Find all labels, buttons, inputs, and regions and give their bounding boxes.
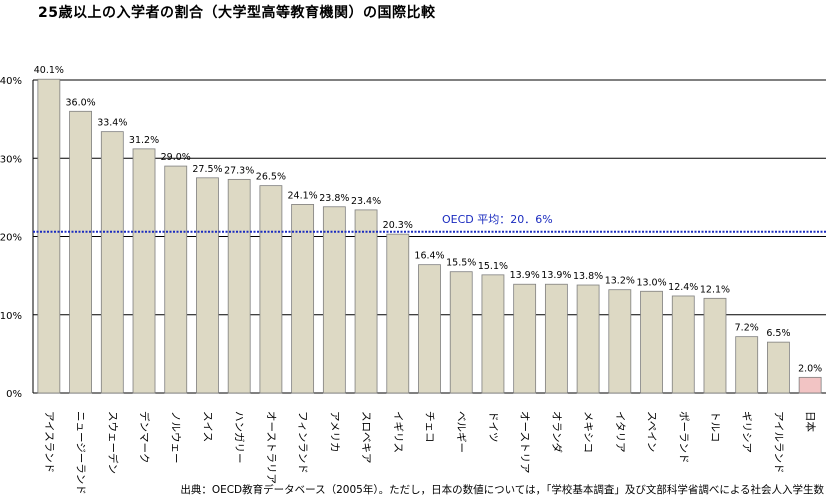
x-tick-label: フィンランド bbox=[297, 411, 309, 474]
y-tick-label: 10% bbox=[0, 311, 22, 322]
x-tick-label: ニュージーランド bbox=[75, 411, 87, 495]
data-label: 6.5% bbox=[766, 328, 790, 339]
bar bbox=[671, 295, 695, 394]
data-label: 15.1% bbox=[478, 261, 508, 272]
data-label: 29.0% bbox=[161, 152, 191, 163]
bar bbox=[196, 177, 219, 394]
bar bbox=[481, 274, 505, 394]
data-label: 13.0% bbox=[636, 277, 666, 288]
y-tick-label: 0% bbox=[6, 389, 22, 400]
bar bbox=[132, 148, 156, 394]
x-tick-label: アイスランド bbox=[43, 411, 55, 473]
bar bbox=[767, 341, 790, 394]
data-label: 33.4% bbox=[97, 118, 127, 129]
x-tick-label: トルコ bbox=[709, 411, 721, 442]
data-label: 20.3% bbox=[383, 220, 413, 231]
bar bbox=[386, 233, 410, 394]
data-label: 27.5% bbox=[192, 164, 222, 175]
x-tick-label: アイルランド bbox=[772, 411, 784, 473]
data-label: 13.2% bbox=[605, 276, 635, 287]
x-tick-label: デンマーク bbox=[138, 411, 151, 464]
x-tick-label: ノルウェー bbox=[170, 411, 182, 464]
average-label: OECD 平均：20．6% bbox=[442, 213, 553, 226]
data-label: 15.5% bbox=[446, 258, 476, 269]
data-label: 2.0% bbox=[798, 363, 822, 374]
bar bbox=[227, 178, 251, 394]
x-tick-label: イギリス bbox=[392, 411, 404, 453]
bar bbox=[259, 185, 283, 394]
bar bbox=[418, 264, 441, 394]
y-tick-label: 20% bbox=[0, 233, 22, 244]
data-label: 26.5% bbox=[256, 172, 286, 183]
bar bbox=[322, 206, 346, 394]
label-layer: 0% 10% 20% 30% 40% 40.1% アイスランド 36.0% ニュージーランド 33… bbox=[0, 65, 822, 495]
x-tick-label: スペイン bbox=[646, 411, 658, 452]
x-tick-label: アメリカ bbox=[328, 411, 340, 452]
bar-layer bbox=[37, 78, 822, 394]
bar bbox=[164, 165, 188, 394]
bar bbox=[291, 204, 315, 394]
x-tick-label: イタリア bbox=[614, 411, 626, 453]
data-label: 13.8% bbox=[573, 271, 603, 282]
x-tick-label: スイス bbox=[201, 411, 213, 442]
data-label: 12.1% bbox=[700, 284, 730, 295]
x-tick-label: チェコ bbox=[424, 411, 436, 443]
x-tick-label: オランダ bbox=[550, 411, 563, 453]
data-label: 31.2% bbox=[129, 135, 159, 146]
x-tick-label: ハンガリー bbox=[233, 411, 245, 464]
y-tick-label: 30% bbox=[0, 154, 22, 165]
source-note: 出典：OECD教育データベース（2005年）。ただし，日本の数値については，「学… bbox=[180, 484, 824, 496]
x-tick-label: ギリシア bbox=[741, 411, 753, 453]
data-label: 24.1% bbox=[288, 190, 318, 201]
data-label: 40.1% bbox=[34, 65, 64, 76]
x-tick-label: オーストラリア bbox=[265, 411, 277, 484]
bar bbox=[640, 290, 663, 394]
x-tick-label: メキシコ bbox=[582, 411, 594, 453]
x-tick-label: 日本 bbox=[804, 411, 817, 432]
x-tick-label: ベルギー bbox=[455, 411, 467, 453]
x-tick-label: ドイツ bbox=[487, 411, 499, 443]
bar bbox=[513, 283, 537, 394]
bar bbox=[354, 209, 378, 394]
data-label: 23.8% bbox=[319, 193, 349, 204]
data-label: 7.2% bbox=[735, 323, 759, 334]
y-tick-label: 40% bbox=[0, 76, 22, 87]
bar bbox=[449, 271, 473, 394]
data-label: 13.9% bbox=[541, 270, 571, 281]
bar bbox=[798, 376, 822, 394]
data-label: 36.0% bbox=[65, 97, 95, 108]
bar bbox=[608, 289, 632, 394]
bar bbox=[735, 336, 759, 394]
bar bbox=[100, 131, 124, 394]
x-tick-label: スロベキア bbox=[360, 411, 372, 464]
bar bbox=[37, 78, 61, 394]
data-label: 16.4% bbox=[414, 251, 444, 262]
data-label: 13.9% bbox=[510, 270, 540, 281]
page-title: 25歳以上の入学者の割合（大学型高等教育機関）の国際比較 bbox=[38, 5, 436, 21]
data-label: 23.4% bbox=[351, 196, 381, 207]
x-tick-label: ポーランド bbox=[677, 411, 689, 464]
x-tick-label: スウェーデン bbox=[106, 411, 119, 474]
bar bbox=[69, 110, 92, 394]
bar bbox=[544, 283, 568, 394]
x-tick-label: オーストリア bbox=[519, 411, 531, 473]
bar bbox=[576, 284, 600, 394]
data-label: 27.3% bbox=[224, 165, 254, 176]
data-label: 12.4% bbox=[668, 282, 698, 293]
bar bbox=[703, 297, 727, 394]
